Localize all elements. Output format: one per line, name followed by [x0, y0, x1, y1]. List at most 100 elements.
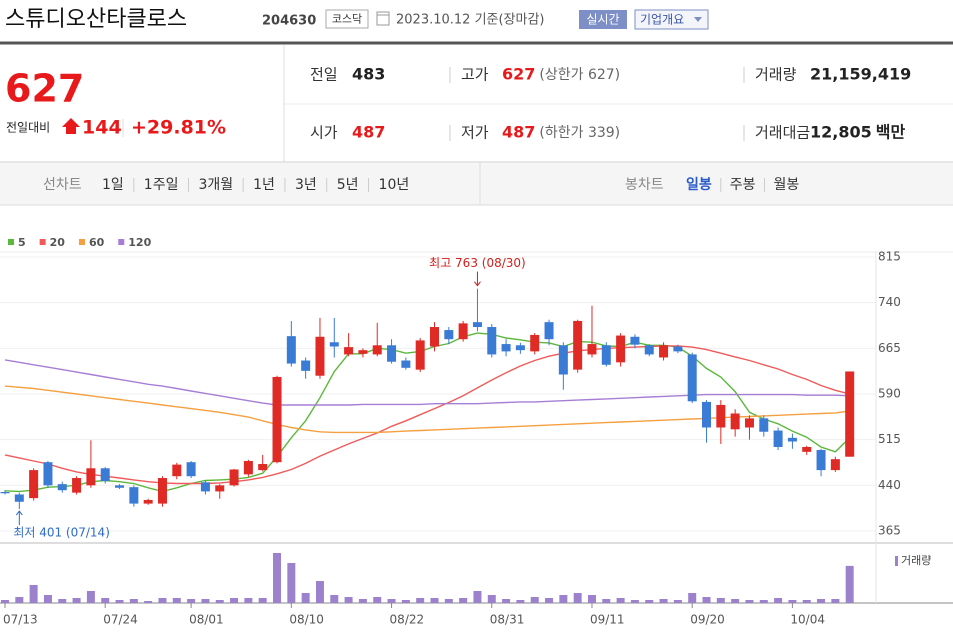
legend-swatch — [118, 239, 125, 245]
candle-body — [129, 487, 139, 504]
volume-bar — [115, 600, 124, 603]
x-tick-label: 09/20 — [690, 613, 725, 627]
volume-bar — [573, 593, 582, 603]
candle-body — [802, 446, 812, 452]
volume-bar — [72, 598, 81, 603]
realtime-button[interactable] — [579, 10, 627, 29]
dropdown-arrow — [694, 17, 702, 22]
stat-value: 21,159,419 — [810, 65, 911, 84]
candle-body — [29, 470, 39, 499]
candle-body — [644, 345, 654, 355]
candle-body — [272, 376, 282, 463]
tab[interactable]: 3년 — [295, 177, 317, 193]
x-tick-label: 08/10 — [289, 613, 324, 627]
volume-bar — [58, 599, 67, 603]
volume-bar — [101, 598, 110, 603]
tab[interactable]: 1년 — [253, 177, 275, 193]
market: 코스닥 — [332, 13, 362, 26]
volume-bar — [802, 600, 811, 603]
volume-bar — [172, 598, 181, 603]
volume-bar — [487, 595, 496, 603]
candle-body — [301, 360, 311, 371]
volume-bar — [15, 597, 24, 603]
stat-value: 12,805 — [810, 123, 872, 142]
candle-body — [86, 468, 96, 486]
candle-body — [601, 345, 611, 365]
stat-label: 시가 — [310, 124, 338, 142]
candle-body — [358, 350, 368, 354]
title: 스튜디오산타클로스 — [5, 7, 187, 32]
y-tick-label: 440 — [878, 478, 901, 492]
volume-bar — [688, 593, 697, 603]
volume-bar — [315, 581, 324, 603]
candle-body — [716, 404, 726, 428]
stat-label: 거래대금 — [755, 124, 810, 142]
candle-body — [315, 336, 325, 376]
change: 144 — [82, 117, 122, 139]
company-label[interactable]: 기업개요 — [640, 13, 684, 27]
tab[interactable]: 주봉 — [730, 177, 756, 193]
tab[interactable]: 일봉 — [686, 177, 712, 193]
volume-bar — [387, 599, 396, 603]
tab[interactable]: 월봉 — [774, 177, 800, 193]
tab[interactable]: 10년 — [379, 177, 410, 193]
tab[interactable]: 5년 — [337, 177, 359, 193]
change-label: 전일대비 — [6, 121, 50, 135]
legend-label: 5 — [18, 236, 26, 249]
candle-body — [143, 499, 153, 504]
y-tick-label: 665 — [878, 341, 901, 355]
low-annotation: 최저 401 (07/14) — [13, 526, 110, 540]
tab[interactable]: 3개월 — [198, 177, 233, 193]
volume-bar — [659, 599, 668, 603]
date: 2023.10.12 기준(장마감) — [396, 13, 545, 28]
tab[interactable]: 1주일 — [144, 177, 179, 193]
volume-bar — [358, 599, 367, 603]
realtime-label[interactable]: 실시간 — [586, 13, 619, 27]
volume-bar — [845, 565, 854, 603]
volume-bar — [774, 598, 783, 603]
x-tick-label: 08/31 — [490, 613, 525, 627]
y-tick-label: 815 — [878, 250, 901, 264]
legend-label: 120 — [128, 236, 151, 249]
candle-body — [329, 342, 339, 347]
volume-bar — [401, 600, 410, 603]
legend-label: 60 — [89, 236, 105, 249]
candle-body — [472, 322, 482, 328]
candle-body — [816, 450, 826, 471]
volume-bar — [430, 598, 439, 603]
price: 627 — [5, 67, 84, 111]
stat-label: 전일 — [310, 66, 338, 84]
volume-bar — [273, 553, 282, 603]
volume-bar — [545, 598, 554, 603]
volume-bar — [831, 599, 840, 603]
y-tick-label: 740 — [878, 295, 901, 309]
market-box — [325, 9, 369, 29]
volume-bar — [473, 591, 482, 603]
volume-bar — [29, 585, 38, 603]
candle-body — [759, 418, 769, 432]
candle-body — [229, 469, 239, 486]
company-button[interactable] — [634, 9, 709, 30]
candle-body — [344, 347, 354, 355]
candle-body — [186, 462, 196, 477]
volume-bar — [201, 599, 210, 603]
low-arrow — [15, 510, 23, 526]
candle-body — [243, 460, 253, 475]
stat-note: (하한가 339) — [539, 125, 620, 141]
candle-body — [702, 401, 712, 428]
tab[interactable]: 1일 — [102, 177, 124, 193]
candle-body — [415, 340, 425, 370]
stat-value: 487 — [352, 123, 385, 142]
high-arrow — [474, 271, 481, 287]
x-tick-label: 08/01 — [189, 613, 224, 627]
up-icon — [62, 118, 80, 134]
volume-bar — [587, 595, 596, 603]
volume-bar — [759, 600, 768, 603]
volume-bar — [516, 600, 525, 603]
candle-body — [100, 468, 110, 482]
volume-bar — [244, 598, 253, 603]
candle-body — [157, 478, 167, 504]
candle-body — [57, 484, 67, 491]
volume-bar — [645, 600, 654, 603]
